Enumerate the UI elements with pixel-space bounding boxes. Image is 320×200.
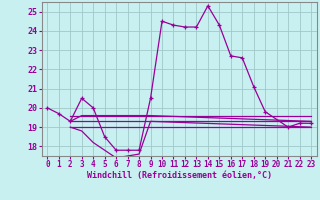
X-axis label: Windchill (Refroidissement éolien,°C): Windchill (Refroidissement éolien,°C) (87, 171, 272, 180)
